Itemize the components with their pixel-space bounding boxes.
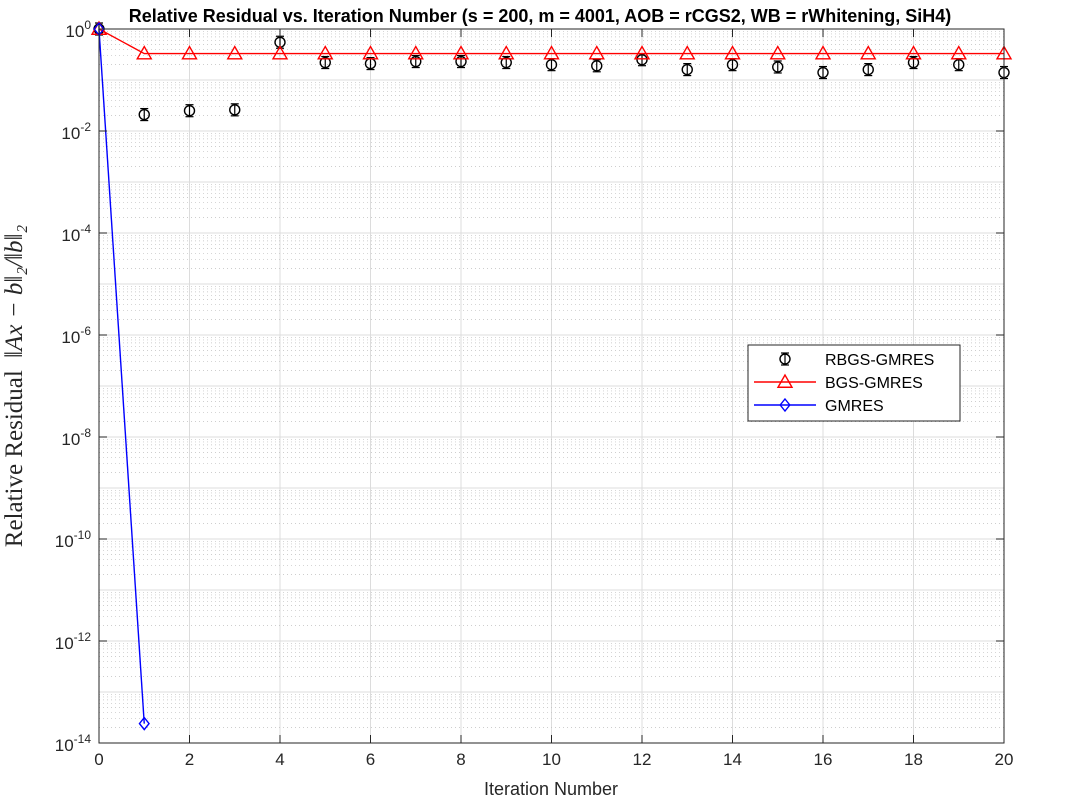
- series-line: [98, 28, 1004, 55]
- data-point: [138, 108, 150, 121]
- data-point: [953, 58, 965, 71]
- data-point: [138, 716, 150, 731]
- legend-entry: GMRES: [754, 397, 884, 415]
- data-point: [271, 45, 289, 60]
- data-point: [545, 58, 558, 71]
- data-point: [905, 45, 922, 60]
- data-point: [183, 105, 196, 117]
- legend-label: GMRES: [825, 398, 884, 415]
- legend-marker: [776, 373, 794, 388]
- x-tick-label: 16: [814, 750, 833, 769]
- y-tick-label: 10-6: [61, 324, 91, 347]
- x-tick-label: 0: [94, 750, 103, 769]
- x-tick-label: 14: [723, 750, 742, 769]
- data-point: [814, 45, 832, 60]
- data-point: [860, 45, 877, 60]
- x-tick-label: 12: [633, 750, 652, 769]
- data-point: [591, 60, 603, 72]
- data-point: [317, 45, 334, 60]
- data-point: [679, 45, 696, 60]
- data-point: [500, 56, 512, 69]
- y-axis-label: Relative Residual ‖Ax − b‖₂/‖b‖₂: [1, 224, 28, 547]
- series-line: [98, 28, 145, 724]
- x-tick-label: 18: [904, 750, 923, 769]
- y-tick-label: 10-12: [55, 630, 92, 653]
- legend-entry: RBGS-GMRES: [779, 352, 934, 369]
- data-point: [410, 55, 422, 68]
- data-point: [455, 55, 467, 68]
- x-tick-label: 20: [995, 750, 1014, 769]
- data-point: [862, 63, 874, 76]
- x-tick-label: 2: [185, 750, 194, 769]
- data-point: [633, 45, 651, 60]
- data-point: [636, 54, 648, 66]
- legend-marker: [779, 353, 791, 365]
- series-rbgs-gmres: [93, 22, 1010, 122]
- data-point: [498, 45, 515, 60]
- y-axis: 100 10-2 10-4 10-6 10-8 10-10 10-12 10-14: [55, 18, 1004, 755]
- x-axis-label: Iteration Number: [484, 779, 618, 799]
- x-axis: 0 2 4 6 8 10 12 14 16 18 20: [94, 29, 1013, 769]
- legend-entry: BGS-GMRES: [754, 373, 923, 392]
- legend-label: BGS-GMRES: [825, 375, 923, 392]
- data-point: [229, 104, 241, 116]
- x-tick-label: 8: [456, 750, 465, 769]
- y-tick-label: 10-14: [55, 732, 92, 755]
- y-axis-label-math: ‖Ax − b‖₂/‖b‖₂: [1, 224, 28, 357]
- data-point: [772, 61, 784, 73]
- data-point: [362, 45, 379, 60]
- y-tick-label: 10-2: [61, 120, 91, 143]
- data-point: [907, 56, 920, 69]
- y-tick-label: 10-4: [61, 222, 91, 245]
- y-axis-label-text: Relative Residual: [1, 370, 28, 547]
- data-point: [950, 45, 967, 60]
- legend: RBGS-GMRES BGS-GMRES GMRES: [747, 344, 961, 422]
- data-point: [543, 45, 560, 60]
- series-gmres: [93, 21, 150, 731]
- data-point: [769, 45, 786, 60]
- data-point: [817, 66, 829, 79]
- data-point: [726, 58, 739, 71]
- data-point: [226, 45, 243, 60]
- data-point: [588, 45, 605, 60]
- data-point: [407, 45, 424, 60]
- data-point: [452, 45, 470, 60]
- y-tick-label: 10-10: [55, 528, 92, 551]
- data-point: [319, 56, 331, 69]
- x-tick-label: 10: [542, 750, 561, 769]
- data-point: [181, 45, 198, 60]
- data-point: [681, 63, 693, 76]
- legend-label: RBGS-GMRES: [825, 352, 934, 369]
- legend-marker: [779, 397, 791, 413]
- data-point: [724, 45, 741, 60]
- data-point: [136, 45, 153, 60]
- x-tick-label: 4: [275, 750, 284, 769]
- y-tick-label: 10-8: [61, 426, 91, 449]
- series-bgs-gmres: [90, 20, 1013, 60]
- y-tick-label: 100: [65, 18, 91, 41]
- x-tick-label: 6: [366, 750, 375, 769]
- chart-title: Relative Residual vs. Iteration Number (…: [129, 6, 952, 26]
